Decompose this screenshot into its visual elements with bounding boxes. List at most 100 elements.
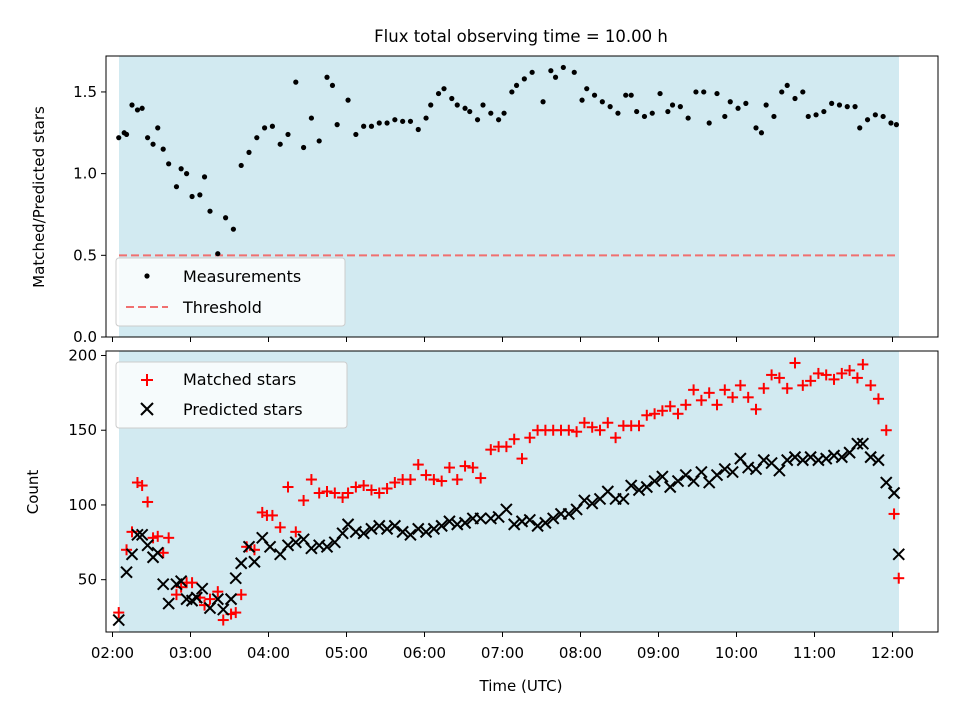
measurement-point [392, 117, 398, 123]
measurement-point [376, 120, 382, 126]
matched-star-point [680, 399, 692, 411]
matched-star-point [342, 487, 354, 499]
measurement-point [521, 76, 527, 82]
legend-predicted-marker [140, 402, 154, 416]
matched-star-point [688, 384, 700, 396]
x-tick-label: 08:00 [559, 644, 602, 662]
predicted-star-point [880, 476, 893, 489]
predicted-star-point [162, 597, 175, 610]
predicted-star-point [229, 571, 242, 585]
measurement-point [308, 115, 314, 121]
measurement-point [693, 89, 699, 95]
measurement-point [277, 141, 283, 147]
predicted-star-point [388, 519, 402, 533]
predicted-star-point [112, 613, 125, 627]
matched-star-point [373, 487, 385, 499]
measurement-point [329, 82, 336, 89]
matched-star-point [857, 358, 869, 370]
measurement-point [361, 123, 367, 129]
predicted-star-point [835, 450, 849, 464]
measurement-point [792, 95, 798, 102]
measurement-point [727, 99, 733, 105]
measurement-point [345, 97, 351, 103]
predicted-star-point [412, 522, 425, 536]
matched-star-point [404, 474, 416, 486]
predicted-star-point [718, 462, 732, 476]
y-tick-label: 150 [68, 421, 97, 439]
predicted-star-point [380, 522, 394, 536]
predicted-star-point [156, 577, 170, 591]
matched-star-point [766, 369, 778, 381]
measurement-point [552, 74, 559, 80]
measurement-point [584, 86, 590, 92]
matched-star-point [217, 614, 229, 626]
measurement-point [657, 90, 663, 97]
predicted-star-point [435, 519, 448, 533]
bottom-legend: Matched stars Predicted stars [115, 361, 348, 429]
predicted-star-point [396, 525, 409, 539]
measurement-point [677, 104, 683, 110]
measurement-point [301, 144, 307, 151]
predicted-star-point [887, 486, 901, 500]
matched-star-point [305, 474, 317, 486]
matched-star-point [230, 607, 242, 619]
predicted-star-point [864, 450, 877, 464]
matched-star-point [734, 379, 746, 391]
predicted-star-point [663, 480, 677, 494]
matched-star-point [365, 484, 377, 496]
measurement-point [415, 126, 421, 133]
matched-star-point [586, 421, 598, 433]
predicted-star-point [617, 492, 630, 506]
predicted-star-point [365, 522, 378, 536]
matched-star-point [147, 532, 159, 544]
measurement-point [880, 113, 886, 120]
predicted-star-point [585, 497, 599, 510]
matched-star-point [649, 408, 661, 420]
top-y-axis: 0.0 0.5 1.0 1.5 [73, 83, 106, 346]
predicted-star-point [640, 480, 654, 494]
measurement-point [501, 110, 507, 116]
predicted-star-point [671, 474, 685, 488]
matched-star-point [113, 607, 125, 619]
matched-star-point [594, 424, 606, 436]
measurement-point [813, 112, 819, 118]
measurement-point [579, 97, 585, 103]
measurement-point [467, 108, 473, 115]
measurement-point [150, 141, 156, 147]
matched-star-point [157, 547, 169, 559]
predicted-star-point [539, 516, 552, 530]
matched-star-point [641, 409, 653, 421]
matched-star-point [467, 462, 479, 474]
matched-star-point [500, 441, 512, 453]
measurement-point [488, 110, 494, 116]
predicted-star-point [234, 557, 248, 570]
matched-star-point [412, 459, 424, 471]
matched-star-point [844, 364, 856, 376]
matched-star-point [758, 382, 770, 394]
predicted-star-point [195, 582, 209, 595]
y-tick-label: 200 [68, 346, 97, 364]
measurement-point [139, 105, 145, 111]
measurement-point [293, 79, 299, 85]
measurement-point [665, 108, 671, 115]
measurement-point [368, 123, 375, 129]
matched-star-point [516, 453, 528, 465]
predicted-star-point [474, 512, 487, 525]
matched-star-point [420, 469, 432, 481]
matched-star-point [212, 586, 224, 598]
matched-star-point [389, 477, 401, 489]
measurement-point [353, 131, 359, 138]
matched-star-point [274, 521, 286, 533]
measurement-point [529, 69, 535, 75]
measurement-point [230, 226, 236, 232]
bottom-axes-frame [105, 350, 939, 633]
predicted-star-point [632, 483, 646, 497]
predicted-star-point [174, 574, 188, 588]
x-tick-label: 09:00 [637, 644, 680, 662]
measurement-point [316, 138, 322, 144]
measurement-point [134, 107, 141, 113]
x-tick-label: 05:00 [325, 644, 368, 662]
measurement-point [701, 89, 707, 95]
bottom-y-axis: 50 100 150 200 [68, 346, 106, 589]
measurement-point [480, 102, 486, 108]
